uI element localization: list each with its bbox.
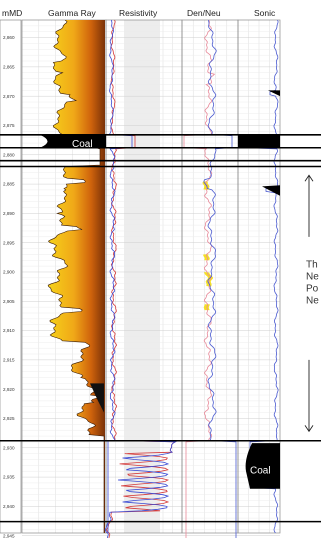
gamma-ray-fill — [48, 20, 105, 533]
annotation-arrowhead-down — [304, 425, 314, 433]
annotation-arrow — [304, 174, 314, 433]
horizon-lines — [0, 134, 321, 523]
den-neu-track-header: Den/Neu — [187, 8, 221, 18]
annotation-line-4: Ne — [306, 295, 319, 306]
depth-tick-label: 2,865 — [3, 64, 15, 69]
coal-label-sonic: Coal — [250, 466, 271, 477]
depth-tick-label: 2,885 — [3, 182, 15, 187]
log-curves — [40, 19, 280, 538]
depth-tick-label: 2,920 — [3, 387, 15, 392]
annotation-line-3: Po — [306, 283, 319, 294]
depth-track-frame — [0, 19, 22, 534]
depth-tick-label: 2,870 — [3, 94, 15, 99]
depth-tick-labels: 2,860 2,865 2,870 2,875 2,880 2,885 2,890 2,895… — [3, 35, 15, 538]
resistivity-shade-band — [124, 20, 160, 533]
sonic-coal-fill-upper — [238, 134, 280, 148]
gamma-ray-curve — [47, 20, 105, 533]
depth-tick-label: 2,910 — [3, 328, 15, 333]
depth-track-header: mMD — [2, 8, 22, 18]
depth-tick-label: 2,940 — [3, 504, 15, 509]
sonic-curve-group — [238, 20, 280, 533]
depth-tick-label: 2,875 — [3, 123, 15, 128]
sonic-coal-fill-lower — [245, 443, 280, 489]
annotation-line-1: Th — [306, 259, 318, 270]
depth-tick-label: 2,935 — [3, 475, 15, 480]
depth-tick-label: 2,860 — [3, 35, 15, 40]
depth-tick-label: 2,880 — [3, 152, 15, 157]
depth-tick-label: 2,925 — [3, 416, 15, 421]
coal-label-gamma-ray: Coal — [72, 139, 93, 150]
gamma-ray-coal-fill — [40, 134, 106, 148]
annotation-arrowhead-up — [304, 174, 314, 182]
depth-tick-label: 2,945 — [3, 533, 15, 538]
depth-tick-label: 2,895 — [3, 240, 15, 245]
gamma-ray-track-header: Gamma Ray — [48, 8, 96, 18]
density-curve — [183, 19, 216, 538]
gamma-ray-coal-streak — [90, 383, 104, 413]
sonic-track-header: Sonic — [254, 8, 276, 18]
annotation-line-2: Ne — [306, 271, 319, 282]
depth-tick-label: 2,930 — [3, 445, 15, 450]
depth-tick-label: 2,890 — [3, 211, 15, 216]
depth-tick-label: 2,915 — [3, 357, 15, 362]
sonic-spike-2 — [262, 185, 280, 196]
resistivity-track-header: Resistivity — [119, 8, 158, 18]
sonic-spike-1 — [268, 90, 280, 97]
resistivity-shallow-curve — [104, 19, 177, 538]
depth-tick-label: 2,900 — [3, 270, 15, 275]
sonic-track-frame — [237, 19, 281, 534]
neutron-curve — [203, 19, 237, 538]
depth-tick-label: 2,905 — [3, 299, 15, 304]
gamma-ray-curve-group — [40, 20, 106, 533]
